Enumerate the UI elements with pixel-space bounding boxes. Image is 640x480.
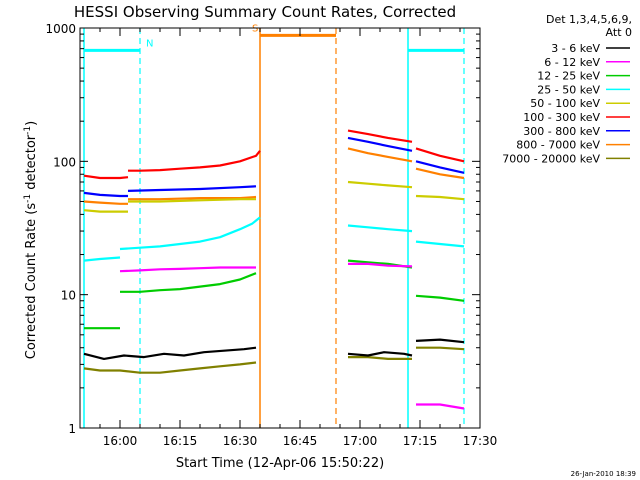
- series-line-25-50keV-seg2: [347, 224, 413, 233]
- legend-label-5: 100 - 300 keV: [523, 111, 600, 124]
- y-axis-label-sup1: -1: [23, 194, 33, 203]
- series-line-50-100keV-seg1: [128, 198, 256, 203]
- series-line-3-6keV-seg2: [415, 338, 465, 344]
- legend-label-6: 300 - 800 keV: [523, 125, 600, 138]
- footer-date: 26-Jan-2010 18:39: [571, 470, 636, 478]
- series-line-800-7000keV-seg0: [83, 200, 128, 205]
- y-tick-label-100: 100: [53, 155, 76, 169]
- series-line-300-800keV-seg1: [127, 185, 257, 192]
- x-tick-label-17:00: 17:00: [343, 434, 378, 448]
- x-axis-label: Start Time (12-Apr-06 15:50:22): [176, 456, 384, 471]
- series-line-50-100keV-seg2: [347, 180, 413, 189]
- y-tick-label-1: 1: [68, 422, 76, 436]
- series-line-100-300keV-seg3: [415, 147, 465, 163]
- x-tick-label-17:15: 17:15: [403, 434, 438, 448]
- axes: 16:00 16:15 16:30 16:45 17:00 17:15 17:30 1 10 10…: [45, 22, 497, 448]
- series-line-100-300keV-seg0: [83, 174, 129, 180]
- series-line-300-800keV-seg0: [83, 191, 128, 198]
- series-line-100-300keV-seg2: [347, 129, 413, 143]
- series-line-12-25keV-seg3: [415, 294, 465, 302]
- legend-label-7: 800 - 7000 keV: [516, 139, 600, 152]
- series-line-6-12keV-seg0: [119, 266, 256, 273]
- legend-label-0: 3 - 6 keV: [551, 42, 600, 55]
- x-tick-label-16:30: 16:30: [223, 434, 258, 448]
- legend-label-1: 6 - 12 keV: [544, 56, 600, 69]
- flag-label-S: S: [252, 23, 258, 34]
- legend-header-detectors: Det 1,3,4,5,6,9,: [546, 13, 632, 26]
- series-line-300-800keV-seg2: [347, 136, 413, 152]
- series-line-6-12keV-seg1: [348, 262, 413, 268]
- x-tick-label-16:45: 16:45: [283, 434, 318, 448]
- flag-label-N: N: [146, 38, 153, 49]
- chart-title: HESSI Observing Summary Count Rates, Cor…: [74, 3, 456, 21]
- y-tick-label-10: 10: [61, 289, 76, 303]
- series-line-50-100keV-seg3: [415, 194, 465, 201]
- series-line-7000-20000keV-seg0: [83, 361, 257, 374]
- series-line-7000-20000keV-seg2: [416, 346, 465, 351]
- series-line-100-300keV-seg1: [128, 150, 261, 172]
- y-axis-label-part1: Corrected Count Rate (s: [24, 203, 39, 360]
- series-line-12-25keV-seg1: [120, 272, 257, 293]
- series-line-6-12keV-seg2: [416, 403, 465, 410]
- legend-header-attenuator: Att 0: [606, 26, 632, 39]
- y-tick-label-1000: 1000: [45, 22, 76, 36]
- y-axis-label-part2: detector: [24, 134, 39, 194]
- legend-label-2: 12 - 25 keV: [537, 70, 600, 83]
- y-axis-label: Corrected Count Rate (s-1 detector-1): [23, 121, 39, 359]
- y-axis-label-sup2: -1: [23, 126, 33, 135]
- series-line-7000-20000keV-seg1: [348, 356, 412, 360]
- series-line-3-6keV-seg1: [347, 351, 413, 357]
- series-line-3-6keV-seg0: [83, 346, 257, 360]
- x-tick-label-16:15: 16:15: [163, 434, 198, 448]
- x-tick-label-16:00: 16:00: [103, 434, 138, 448]
- series-line-800-7000keV-seg1: [128, 195, 257, 201]
- series-line-25-50keV-seg1: [119, 216, 261, 251]
- y-axis-label-part3: ): [24, 121, 39, 126]
- series-line-25-50keV-seg0: [83, 256, 121, 262]
- series-line-50-100keV-seg0: [83, 209, 128, 213]
- series-line-300-800keV-seg3: [415, 160, 465, 174]
- series-line-25-50keV-seg3: [415, 240, 465, 248]
- legend-label-8: 7000 - 20000 keV: [502, 152, 600, 165]
- series-line-800-7000keV-seg3: [415, 167, 465, 180]
- legend-label-4: 50 - 100 keV: [530, 97, 600, 110]
- x-tick-label-17:30: 17:30: [463, 434, 498, 448]
- plot-area: NS: [83, 23, 465, 428]
- series-line-800-7000keV-seg2: [347, 147, 413, 163]
- legend-label-3: 25 - 50 keV: [537, 83, 600, 96]
